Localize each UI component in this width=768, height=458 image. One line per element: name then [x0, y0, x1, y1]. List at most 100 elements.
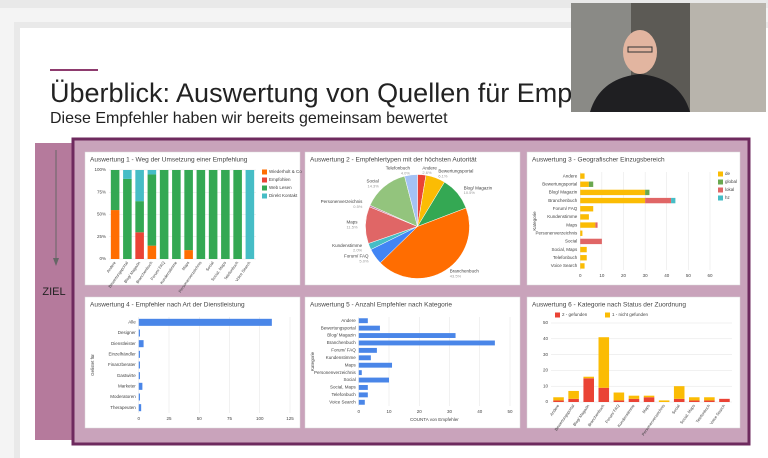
legend-swatch: [718, 187, 723, 193]
bar-segment: [245, 170, 255, 259]
chart-title: Auswertung 3 - Geografischer Einzugsbere…: [532, 157, 665, 164]
legend-label: Wiederholt & Co: [269, 169, 302, 174]
x-tick-label: 100: [256, 416, 264, 421]
bar: [358, 318, 368, 324]
y-tick-label: Social, Maps: [551, 247, 578, 252]
chart-card: [304, 296, 521, 429]
bar-segment: [208, 170, 218, 259]
bar-segment: [184, 170, 193, 251]
y-tick-label: Finanzberater: [108, 362, 136, 367]
bar-segment: [598, 337, 610, 388]
bar-segment: [110, 210, 120, 259]
bar-segment: [568, 398, 579, 402]
y-tick-label: Bewertungsportal: [321, 325, 356, 330]
legend-swatch: [262, 177, 267, 183]
webcam-wall: [690, 3, 766, 112]
y-tick-label: Gastwirte: [117, 373, 137, 378]
bar-segment: [689, 397, 700, 401]
slice-value-label: 2.0%: [353, 248, 363, 253]
slice-label: Social: [367, 178, 379, 183]
x-tick-label: 40: [477, 409, 483, 414]
slice-label: Forum/ FAQ: [344, 254, 369, 259]
legend-swatch: [718, 179, 723, 185]
y-tick-label: Kundenstimme: [547, 214, 578, 219]
y-tick-label: Social: [343, 377, 355, 382]
webcam-person-body: [590, 74, 690, 112]
bar-segment: [147, 174, 157, 246]
slice-value-label: 4.0%: [401, 171, 411, 176]
slice-label: Maps: [347, 220, 359, 225]
slice-label: Kundenstimme: [332, 243, 363, 248]
bar-segment: [671, 197, 676, 204]
x-tick-label: 20: [621, 273, 627, 278]
slice-label: Personenverzeichnis: [321, 199, 364, 204]
bar: [138, 350, 140, 358]
legend-swatch: [262, 169, 267, 175]
y-tick-label: Moderatoren: [110, 394, 136, 399]
x-tick-label: 10: [599, 273, 605, 278]
webcam-glasses: [627, 46, 653, 53]
x-tick-label: 40: [664, 273, 670, 278]
chart-title: Auswertung 2 - Empfehlertypen mit der hö…: [310, 157, 477, 164]
chart-title: Auswertung 4 - Empfehler nach Art der Di…: [90, 302, 245, 309]
legend-label: Empfohlen: [269, 177, 291, 182]
legend-swatch: [262, 193, 267, 199]
bar-segment: [580, 230, 583, 236]
bar-segment: [580, 197, 646, 204]
bar-segment: [553, 400, 564, 402]
bar: [138, 329, 140, 337]
bar-segment: [580, 263, 585, 269]
bar-segment: [580, 246, 587, 253]
bar-segment: [580, 206, 594, 212]
y-axis-label: Kategorie: [532, 211, 537, 231]
y-axis-label: Gelistet für: [90, 354, 95, 376]
slice-value-label: 6.1%: [438, 174, 448, 179]
x-tick-label: 60: [707, 273, 713, 278]
bar-segment: [568, 390, 579, 399]
legend-swatch: [605, 312, 610, 318]
y-tick-label: Forum/ FAQ: [553, 206, 578, 211]
y-tick-label: Therapeuten: [110, 405, 136, 410]
chart-title: Auswertung 5 - Anzahl Empfehler nach Kat…: [310, 302, 452, 309]
y-tick-label: 10: [543, 383, 549, 388]
legend-label: de: [725, 171, 731, 176]
bar-segment: [583, 376, 594, 379]
bar: [358, 385, 368, 390]
bar: [138, 404, 142, 412]
slice-label: Telefonbuch: [386, 166, 411, 171]
y-tick-label: 0: [545, 399, 548, 404]
webcam: [571, 3, 766, 112]
x-tick-label: 10: [386, 409, 392, 414]
bar-segment: [580, 181, 589, 187]
bar-segment: [643, 397, 655, 402]
bar-segment: [580, 173, 585, 179]
side-label: ZIEL: [42, 286, 65, 298]
slice-value-label: 14.3%: [367, 183, 379, 188]
legend-label: Web Lesen: [269, 185, 292, 190]
bar: [138, 393, 140, 401]
y-tick-label: 20: [543, 368, 549, 373]
bar-segment: [613, 400, 625, 402]
y-tick-label: 50: [543, 320, 549, 325]
y-tick-label: 100%: [94, 167, 106, 172]
bar-segment: [233, 170, 242, 259]
y-tick-label: Personenverzeichnis: [314, 370, 357, 375]
bar-segment: [147, 170, 157, 175]
bar-segment: [658, 400, 670, 402]
y-tick-label: Andere: [563, 173, 578, 178]
x-tick-label: 0: [137, 416, 140, 421]
bar: [358, 399, 365, 405]
x-tick-label: Andere: [105, 260, 117, 274]
y-tick-label: Social: [565, 239, 577, 244]
title-accent: [50, 69, 98, 71]
charts: Auswertung 1 - Weg der Umsetzung einer E…: [84, 151, 741, 437]
bar-segment: [645, 197, 672, 204]
chart-title: Auswertung 6 - Kategorie nach Status der…: [532, 302, 686, 309]
ruler-left: [0, 22, 14, 458]
slice-value-label: 0.5%: [353, 204, 363, 209]
bar: [358, 392, 368, 398]
legend-label: global: [725, 179, 737, 184]
